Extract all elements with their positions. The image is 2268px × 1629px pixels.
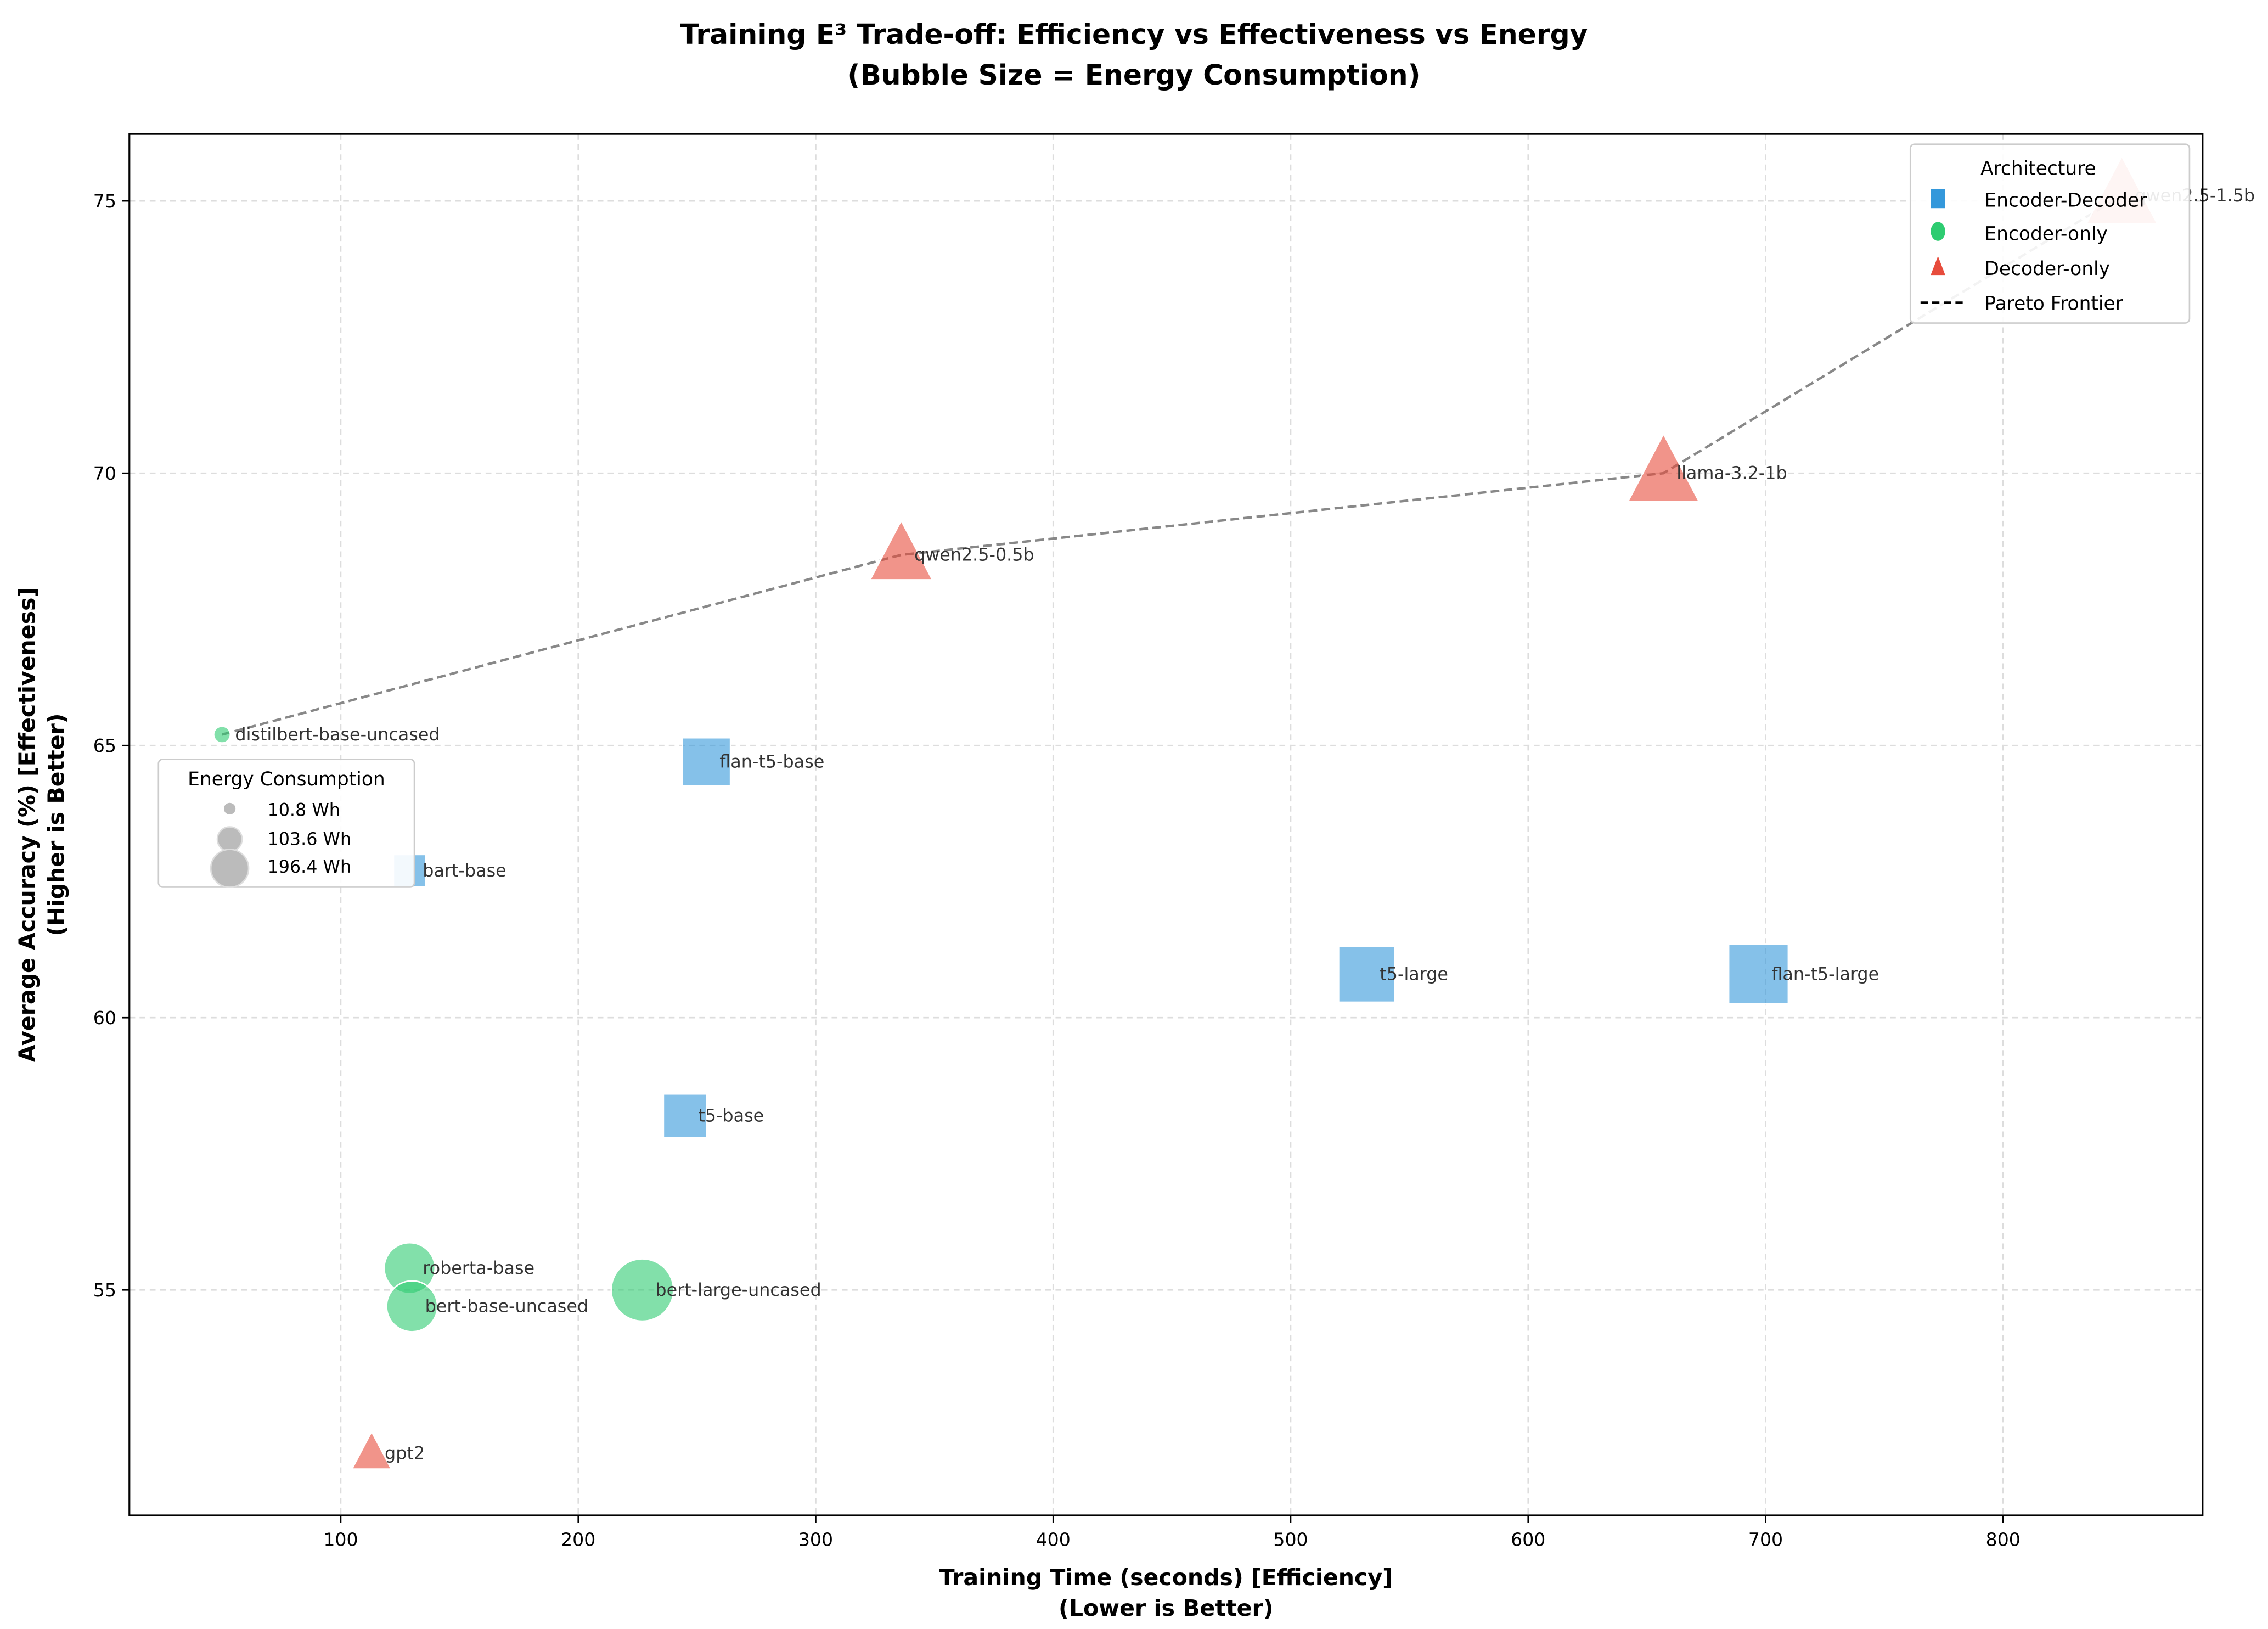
label-bert-base-uncased: bert-base-uncased (425, 1296, 588, 1317)
energy-small-icon (224, 802, 236, 814)
y-axis-label-sub: (Higher is Better) (43, 713, 70, 936)
y-tick-label: 60 (93, 1007, 116, 1029)
pareto-frontier-line (221, 194, 2123, 736)
label-qwen2-5-0-5b: qwen2.5-0.5b (914, 545, 1034, 565)
y-tick-label: 65 (93, 735, 116, 756)
point-bert-base-uncased (386, 1280, 438, 1333)
triangle-icon (1931, 256, 1945, 276)
point-flan-t5-large (1727, 943, 1789, 1005)
point-flan-t5-base (682, 737, 731, 787)
architecture-legend: Architecture Encoder-Decoder Encoder-onl… (1909, 143, 2191, 324)
legend-decoder-only: Decoder-only (1984, 258, 2110, 280)
point-t5-large (1338, 945, 1395, 1003)
chart-subtitle: (Bubble Size = Energy Consumption) (847, 59, 1420, 91)
point-bert-large-uncased (610, 1258, 674, 1322)
x-tick-label: 400 (1036, 1529, 1071, 1551)
label-distilbert-base-uncased: distilbert-base-uncased (235, 724, 440, 745)
point-t5-base (662, 1093, 708, 1138)
point-distilbert-base-uncased (213, 725, 232, 744)
grid (129, 134, 2203, 1515)
data-points (213, 154, 2159, 1470)
point-llama-3-2-1b (1627, 432, 1701, 503)
label-t5-base: t5-base (698, 1105, 764, 1126)
label-gpt2: gpt2 (385, 1443, 425, 1463)
point-qwen2-5-0-5b (869, 519, 934, 581)
energy-small-label: 10.8 Wh (267, 800, 340, 821)
x-tick-label: 700 (1748, 1529, 1783, 1551)
x-tick-label: 500 (1273, 1529, 1308, 1551)
circle-icon (1931, 222, 1945, 241)
y-tick-label: 70 (93, 463, 116, 484)
legend-encoder-only: Encoder-only (1984, 223, 2107, 245)
point-gpt2 (351, 1430, 393, 1470)
energy-legend-title: Energy Consumption (188, 768, 385, 790)
energy-medium-label: 103.6 Wh (267, 829, 351, 850)
y-tick-label: 75 (93, 190, 116, 212)
x-axis-label: Training Time (seconds) [Efficiency] (939, 1564, 1393, 1591)
label-bert-large-uncased: bert-large-uncased (655, 1280, 821, 1300)
energy-legend: Energy Consumption 10.8 Wh 103.6 Wh 196.… (157, 758, 415, 888)
legend-pareto-frontier: Pareto Frontier (1984, 293, 2123, 315)
square-icon (1931, 189, 1945, 209)
label-t5-large: t5-large (1380, 964, 1448, 984)
x-axis-label-sub: (Lower is Better) (1059, 1595, 1273, 1621)
architecture-legend-title: Architecture (1980, 158, 2096, 179)
x-tick-label: 800 (1986, 1529, 2021, 1551)
y-axis-label: Average Accuracy (%) [Effectiveness] (14, 587, 41, 1062)
label-roberta-base: roberta-base (423, 1258, 534, 1278)
label-llama-3-2-1b: llama-3.2-1b (1676, 463, 1787, 484)
energy-large-icon (210, 849, 250, 888)
point-labels: distilbert-base-uncased bart-base flan-t5-… (235, 186, 2255, 1464)
x-tick-label: 100 (323, 1529, 358, 1551)
chart-title: Training E³ Trade-off: Efficiency vs Eff… (680, 18, 1588, 50)
energy-large-label: 196.4 Wh (267, 857, 351, 877)
plot-frame (128, 133, 2204, 1516)
x-tick-label: 600 (1511, 1529, 1545, 1551)
energy-medium-icon (216, 826, 243, 852)
axis-ticks: 100 200 300 400 500 600 700 800 55 60 65 70 75 (93, 190, 2021, 1551)
label-bart-base: bart-base (423, 861, 506, 881)
legend-encoder-decoder: Encoder-Decoder (1984, 190, 2147, 212)
pareto-frontier (221, 194, 2123, 736)
y-tick-label: 55 (93, 1279, 116, 1301)
x-tick-label: 200 (561, 1529, 595, 1551)
x-tick-label: 300 (798, 1529, 833, 1551)
label-flan-t5-large: flan-t5-large (1771, 964, 1879, 984)
label-flan-t5-base: flan-t5-base (719, 752, 824, 772)
